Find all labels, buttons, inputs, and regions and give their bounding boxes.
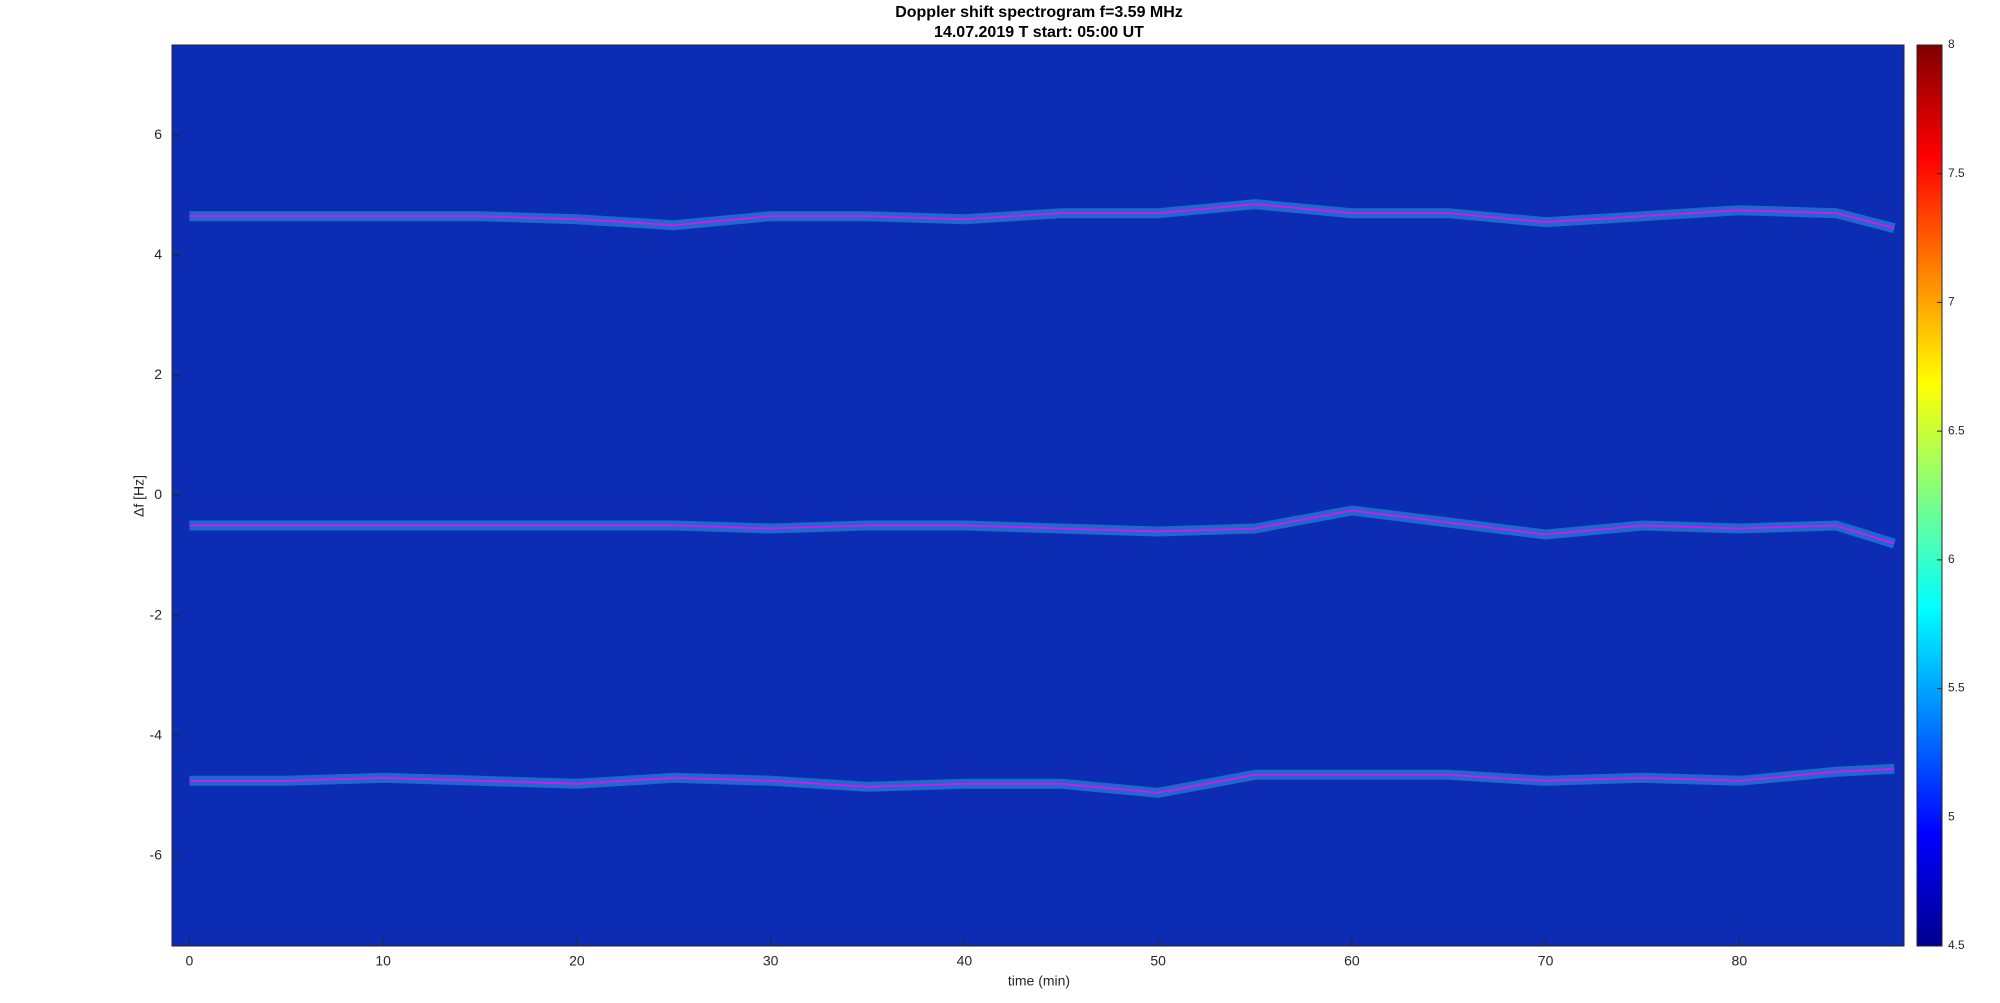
colorbar-tick-label: 5: [1948, 809, 1955, 823]
colorbar-tick-label: 7.5: [1948, 166, 1965, 180]
x-tick-label: 10: [375, 953, 391, 969]
y-tick-label: -4: [150, 726, 163, 742]
x-tick-label: 50: [1150, 953, 1166, 969]
y-tick-label: 6: [154, 126, 162, 142]
colorbar-tick-label: 7: [1948, 295, 1955, 309]
x-axis-label: time (min): [1008, 973, 1070, 989]
x-tick-label: 40: [957, 953, 973, 969]
colorbar-tick-label: 8: [1948, 37, 1955, 51]
colorbar-tick-label: 6.5: [1948, 423, 1965, 437]
x-tick-label: 70: [1538, 953, 1554, 969]
y-tick-label: 4: [154, 246, 162, 262]
x-tick-label: 20: [569, 953, 585, 969]
y-tick-label: 0: [154, 486, 162, 502]
y-tick-label: -6: [150, 847, 163, 863]
colorbar: [1916, 44, 1943, 947]
y-axis-label: Δf [Hz]: [131, 475, 147, 517]
x-tick-label: 30: [763, 953, 779, 969]
x-tick-label: 60: [1344, 953, 1360, 969]
y-tick-label: 2: [154, 366, 162, 382]
plot-background: [172, 45, 1904, 946]
colorbar-tick-label: 5.5: [1948, 681, 1965, 695]
chart-subtitle: 14.07.2019 T start: 05:00 UT: [934, 24, 1144, 41]
chart-title: Doppler shift spectrogram f=3.59 MHz: [895, 4, 1183, 21]
colorbar-tick-label: 6: [1948, 552, 1955, 566]
colorbar-tick-label: 4.5: [1948, 938, 1965, 952]
x-tick-label: 80: [1732, 953, 1748, 969]
signal-trace: [189, 768, 1895, 794]
y-tick-label: -2: [150, 606, 163, 622]
signal-trace: [189, 203, 1895, 229]
signal-trace: [189, 509, 1895, 545]
x-tick-label: 0: [186, 953, 194, 969]
